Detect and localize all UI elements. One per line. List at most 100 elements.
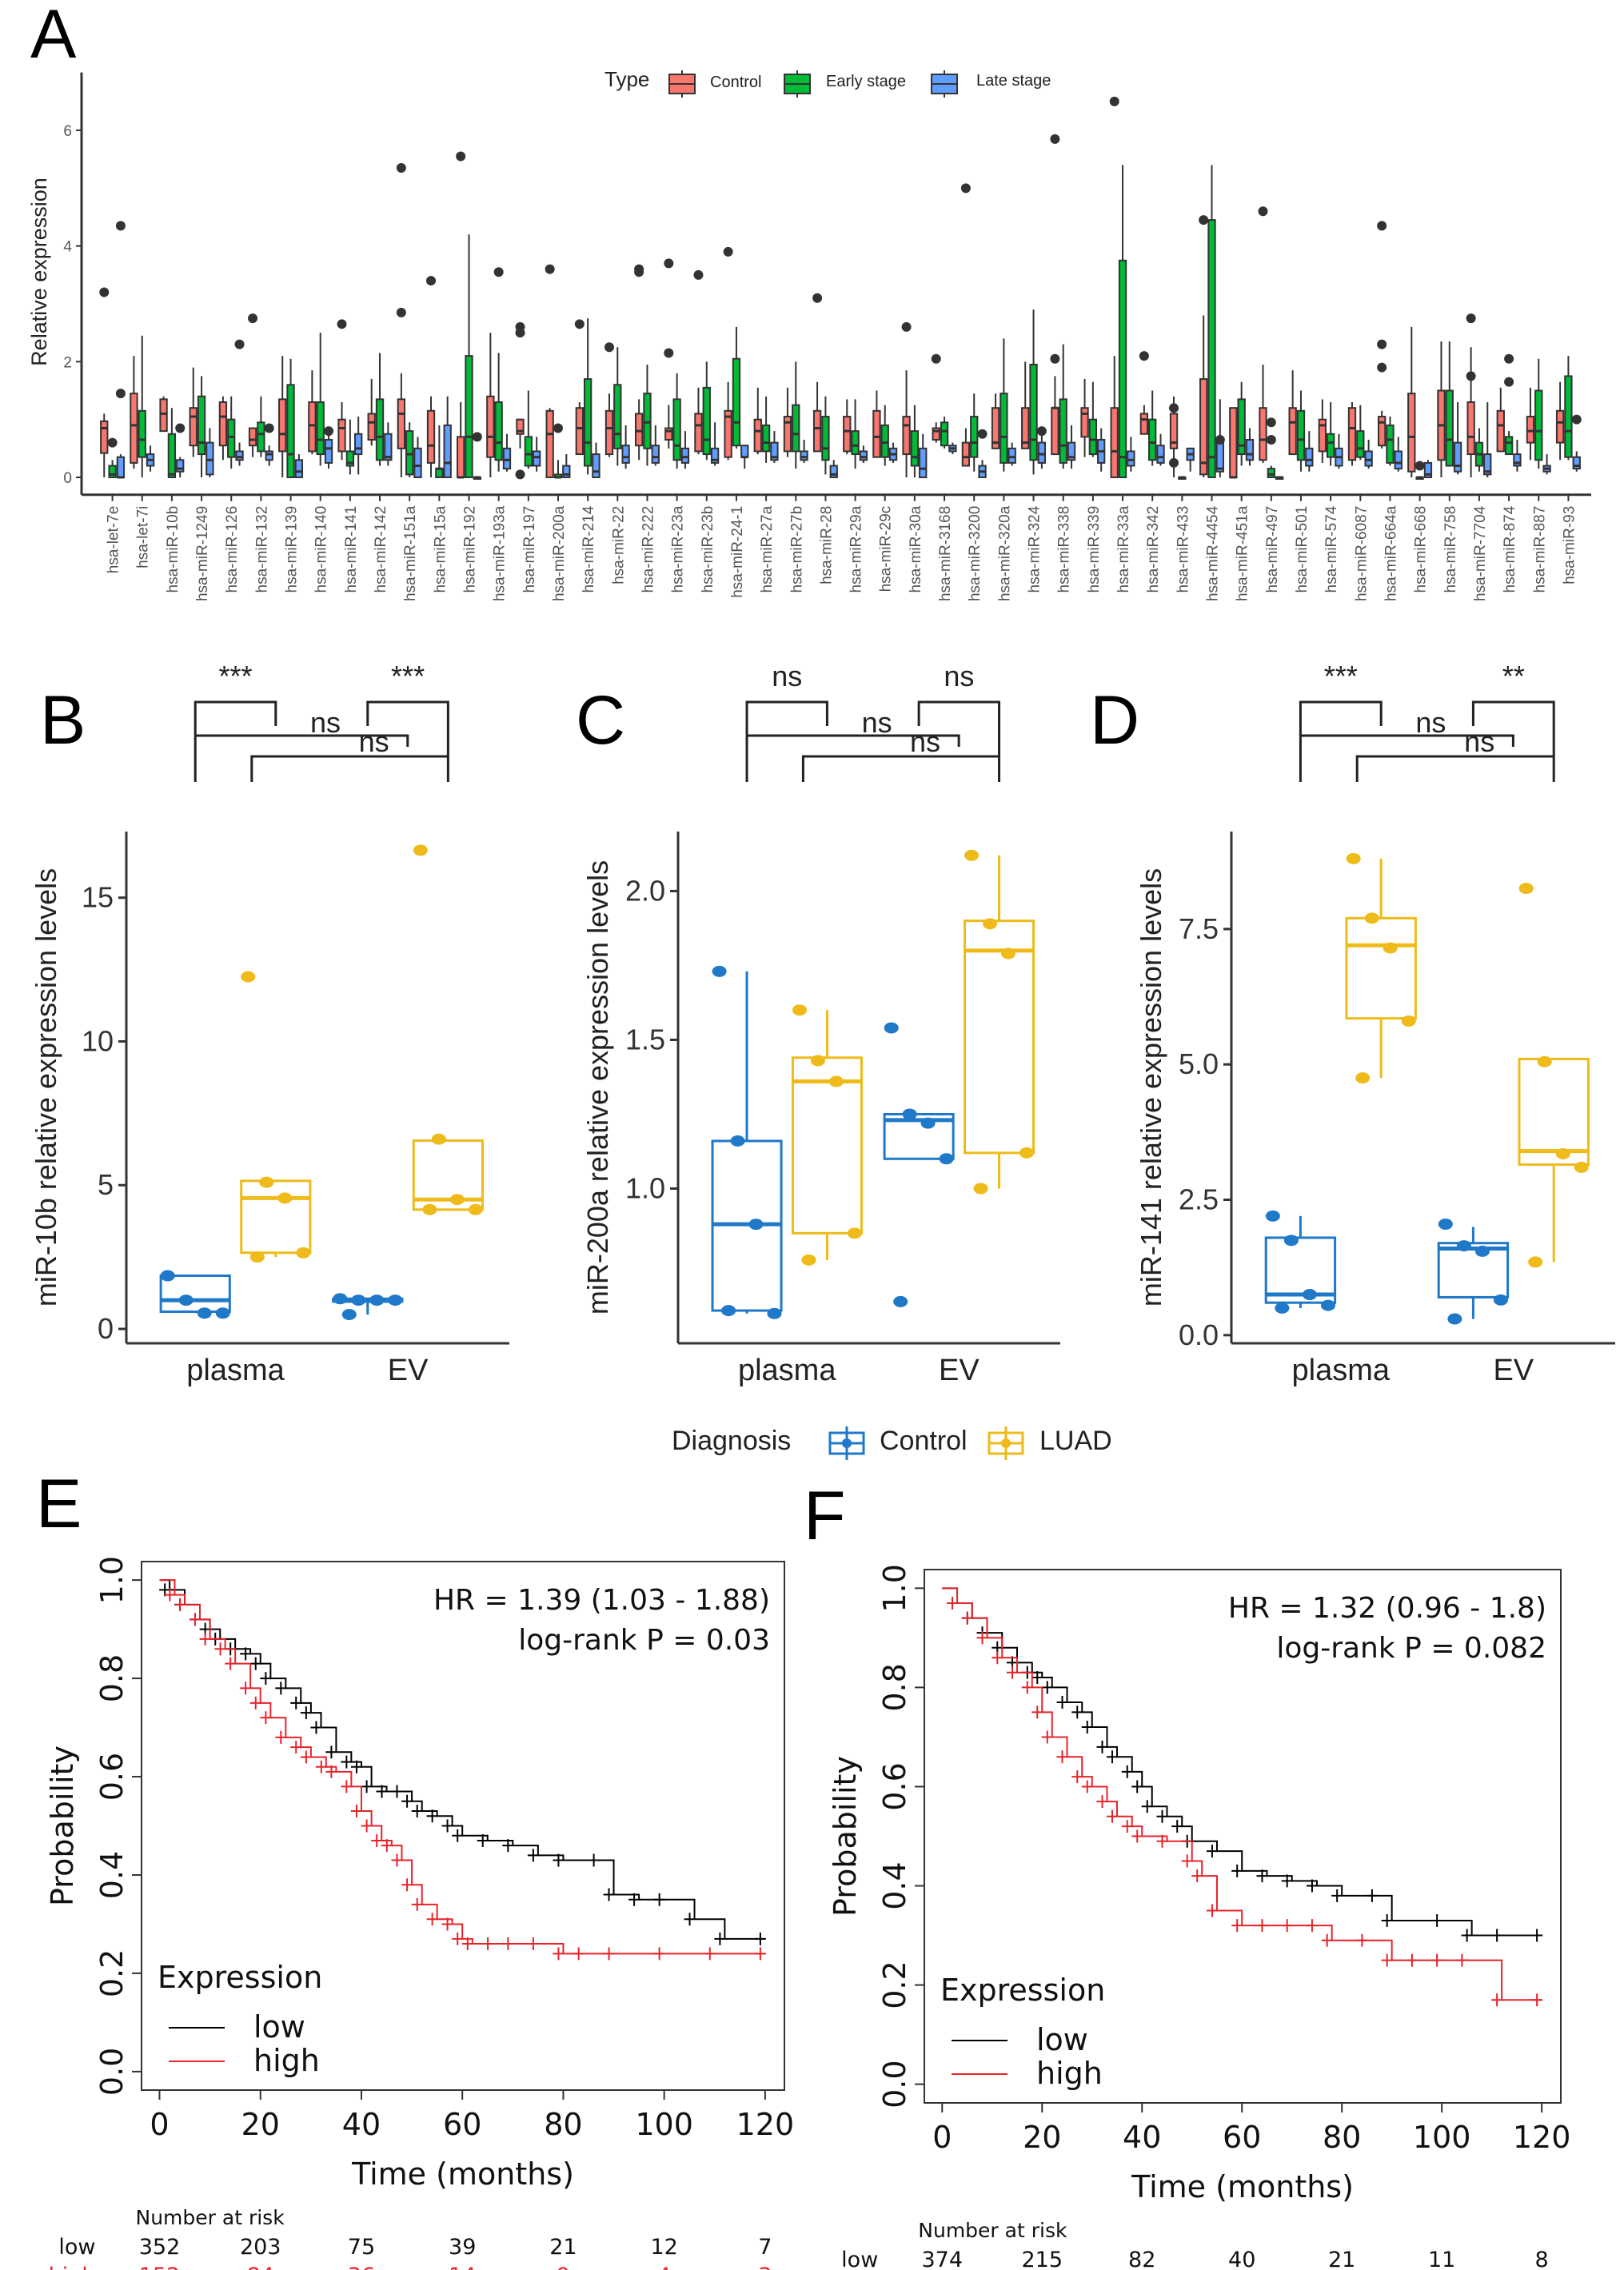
panel-a-x-tick-label: hsa-miR-433 xyxy=(1175,506,1191,593)
censor-mark xyxy=(1531,1929,1543,1942)
box-control xyxy=(218,396,228,461)
box-body xyxy=(1318,418,1327,453)
box-body xyxy=(991,407,1000,449)
censor-mark xyxy=(350,1760,362,1773)
legend-label-late: Late stage xyxy=(976,72,1051,90)
box-late-stage xyxy=(1423,460,1433,479)
box-early-stage xyxy=(761,396,771,463)
box-early-stage xyxy=(108,460,117,478)
box-body xyxy=(286,384,295,478)
risk-value: 21 xyxy=(1328,2248,1355,2270)
box-early-stage xyxy=(197,376,206,477)
risk-value: 203 xyxy=(240,2235,281,2260)
box-body xyxy=(189,407,198,447)
box-body xyxy=(176,459,185,473)
box-early-stage xyxy=(1534,358,1543,469)
box-late-stage xyxy=(888,442,898,463)
box-control xyxy=(843,399,852,455)
censor-mark xyxy=(441,1819,453,1833)
data-point xyxy=(1383,942,1398,954)
box-body xyxy=(694,413,703,453)
y-axis-label: miR-10b relative expression levels xyxy=(30,868,62,1307)
censor-mark xyxy=(325,1765,337,1778)
outlier-point xyxy=(574,319,585,329)
box-early-stage xyxy=(257,396,265,457)
panel-a-x-tick-label: hsa-miR-758 xyxy=(1442,506,1459,593)
x-tick-label: 0 xyxy=(932,2120,952,2155)
box-early-stage xyxy=(227,396,236,469)
x-tick-label: EV xyxy=(388,1354,429,1387)
sig-label-luad: ns xyxy=(359,725,389,758)
box-body xyxy=(919,447,928,478)
box-body xyxy=(1148,418,1157,461)
censor-mark xyxy=(1206,1904,1218,1917)
censor-mark xyxy=(315,1760,327,1773)
y-tick-label: 0.8 xyxy=(877,1663,912,1711)
box-body xyxy=(426,409,436,464)
censor-mark xyxy=(1141,1800,1153,1813)
censor-mark xyxy=(527,1849,539,1862)
box-body xyxy=(1215,441,1224,473)
y-tick-label: 0.6 xyxy=(94,1753,130,1801)
box-early-stage xyxy=(821,396,830,475)
box-luad-ev xyxy=(964,849,1035,1195)
box-control xyxy=(902,370,911,477)
y-tick-label: 0.2 xyxy=(94,1949,130,1997)
box-early-stage xyxy=(524,390,533,469)
bracket-control xyxy=(1300,734,1514,747)
data-point xyxy=(468,1203,483,1215)
box-early-stage xyxy=(1504,431,1514,456)
box-control xyxy=(694,387,703,455)
box-early-stage xyxy=(405,422,414,477)
panel-letter-e: E xyxy=(36,1466,82,1542)
outlier-point xyxy=(723,246,733,257)
data-point xyxy=(197,1307,212,1319)
box-body xyxy=(800,450,808,461)
risk-value: 14 xyxy=(449,2264,476,2270)
censor-mark xyxy=(1231,1919,1243,1933)
data-point xyxy=(259,1176,274,1188)
box-body xyxy=(1037,441,1047,464)
y-tick-label: 2.5 xyxy=(1179,1183,1219,1216)
x-tick-label: 60 xyxy=(443,2107,481,2142)
outlier-point xyxy=(515,321,525,332)
censor-mark xyxy=(275,1730,287,1744)
risk-value: 7 xyxy=(758,2235,772,2260)
box-early-stage xyxy=(1029,309,1038,475)
y-axis-label: miR-141 relative expression levels xyxy=(1135,868,1167,1307)
box-body xyxy=(724,409,732,458)
outlier-point xyxy=(99,287,110,297)
data-point xyxy=(351,1295,366,1307)
box-body xyxy=(710,447,720,464)
data-point xyxy=(810,1055,825,1067)
data-point xyxy=(215,1307,230,1319)
box-late-stage xyxy=(294,454,304,478)
box-control xyxy=(1080,379,1089,457)
box-control xyxy=(1437,341,1446,477)
box-control xyxy=(812,381,822,453)
outlier-point xyxy=(1199,215,1209,225)
box-body xyxy=(829,465,838,478)
outlier-point xyxy=(545,264,555,274)
data-point xyxy=(1364,912,1379,924)
number-at-risk-table: Number at risklow352203753921127high1528… xyxy=(49,2206,772,2270)
box-control xyxy=(426,396,436,477)
box-control-ev xyxy=(332,1293,404,1321)
censor-mark xyxy=(1331,1889,1343,1902)
box-body xyxy=(1466,401,1475,456)
box-late-stage xyxy=(502,433,512,472)
box-body xyxy=(1496,409,1505,453)
data-point xyxy=(1355,1072,1371,1084)
panel-a-x-tick-label: hsa-miR-3200 xyxy=(967,506,984,601)
outlier-point xyxy=(1504,377,1514,387)
box-body xyxy=(1110,407,1119,479)
censor-mark xyxy=(240,1682,252,1695)
box-early-stage xyxy=(1059,344,1067,469)
censor-mark xyxy=(1106,1809,1118,1823)
box-body xyxy=(494,401,503,461)
risk-value: 215 xyxy=(1021,2248,1063,2270)
risk-value: 11 xyxy=(1428,2248,1455,2270)
outlier-point xyxy=(1258,206,1268,217)
box-body xyxy=(770,441,779,461)
outlier-point xyxy=(234,339,245,349)
